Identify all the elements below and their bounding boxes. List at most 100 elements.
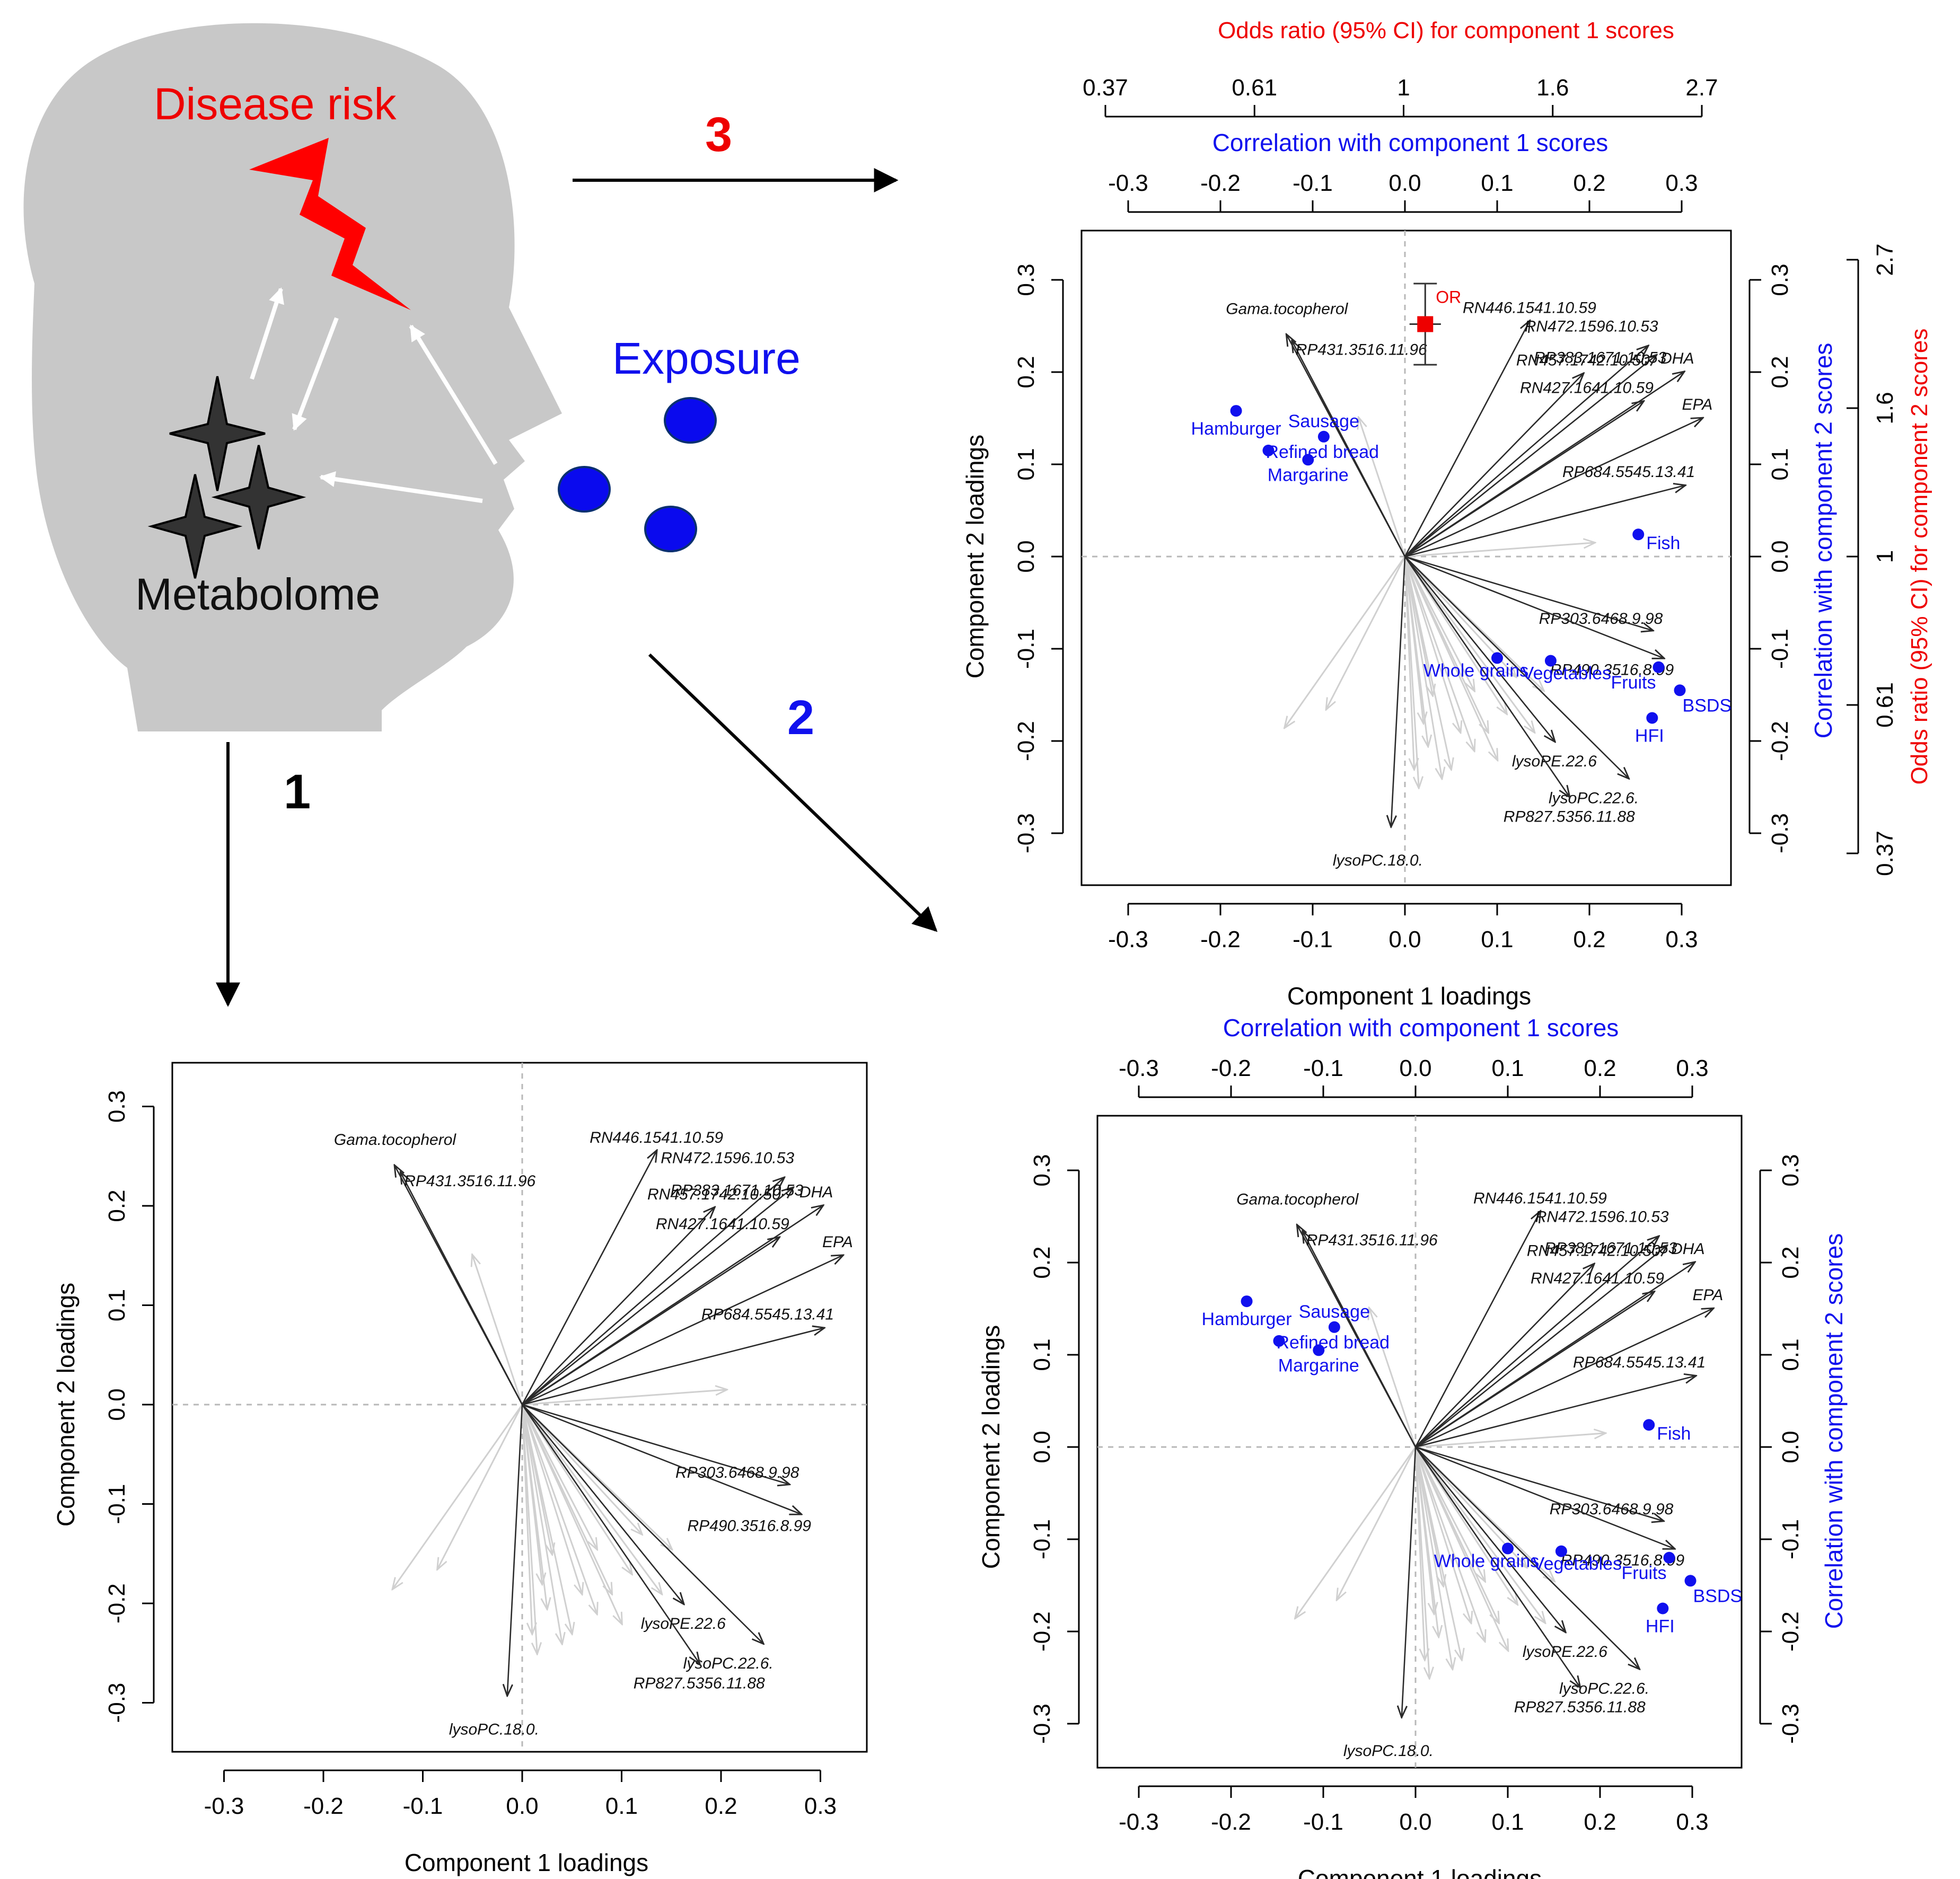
exposure-point xyxy=(1544,655,1557,667)
right-tick-label: 0.0 xyxy=(1778,1431,1804,1463)
background-loading-arrow xyxy=(1414,1446,1485,1581)
exposure-point xyxy=(1646,712,1658,724)
metabolite-label: lysoPC.22.6. xyxy=(1559,1680,1649,1698)
exposure-point xyxy=(1684,1575,1697,1587)
x-axis: -0.3 -0.2 -0.1 0.0 0.1 0.2 0.3 Component 1 load… xyxy=(204,1769,837,1876)
top-correlation-axis: -0.3 -0.2 -0.1 0.0 0.1 0.2 0.3 Correlation with… xyxy=(1119,1014,1709,1098)
x-tick-label: -0.3 xyxy=(204,1793,244,1819)
metabolite-loading-arrow xyxy=(1404,556,1569,796)
background-loading-arrows xyxy=(1285,418,1594,787)
right-tick-label: -0.2 xyxy=(1767,721,1793,761)
metabolite-label: lysoPC.22.6. xyxy=(683,1655,774,1672)
exposure-label: Fruits xyxy=(1622,1563,1667,1583)
metabolite-label: RP383.1671.10.53 xyxy=(1544,1240,1677,1257)
top-tick-label: -0.1 xyxy=(1293,170,1333,196)
metabolite-loading-arrows: Gama.tocopherol RP431.3516.11.96 RN446.154… xyxy=(1226,299,1712,869)
background-loading-arrow xyxy=(521,1404,597,1613)
metabolite-label: RP303.6468.9.98 xyxy=(1539,610,1663,628)
top-axis-title: Correlation with component 1 scores xyxy=(1223,1014,1619,1042)
metabolite-label: DHA xyxy=(1660,350,1694,367)
x-tick-label: 0.3 xyxy=(804,1793,837,1819)
exposure-point xyxy=(1302,454,1314,466)
exposure-label: HFI xyxy=(1635,726,1664,746)
right-tick-label: 0.1 xyxy=(1767,448,1793,480)
y-axis-title: Component 2 loadings xyxy=(52,1283,80,1527)
metabolite-label: RP303.6468.9.98 xyxy=(1550,1501,1674,1518)
background-loading-arrow xyxy=(521,1404,537,1653)
top-tick-label: 0.3 xyxy=(1665,170,1698,196)
exposure-label: Whole grains xyxy=(1434,1551,1539,1571)
top-tick-label: -0.3 xyxy=(1119,1055,1159,1081)
exposure-label: Hamburger xyxy=(1191,419,1281,439)
background-loading-arrow xyxy=(522,1390,726,1406)
exposure-point xyxy=(1317,430,1330,443)
background-loading-arrow xyxy=(393,1404,523,1589)
top-tick-label: 0.1 xyxy=(1491,1055,1524,1081)
exposure-point xyxy=(1653,661,1665,673)
y-tick-label: -0.1 xyxy=(104,1484,130,1524)
x-tick-label: 0.1 xyxy=(605,1793,638,1819)
background-loading-arrow xyxy=(1404,556,1442,778)
y-tick-label: 0.2 xyxy=(1029,1246,1055,1278)
y-axis: -0.3 -0.2 -0.1 0.0 0.1 0.2 0.3 Component 2 load… xyxy=(977,1154,1080,1744)
plot-frame xyxy=(171,1062,868,1753)
x-tick-label: 0.0 xyxy=(1388,927,1421,952)
x-tick-label: 0.2 xyxy=(705,1793,737,1819)
top-axis-title: Correlation with component 1 scores xyxy=(1212,129,1609,156)
y-tick-label: -0.3 xyxy=(104,1683,130,1723)
background-loading-arrow xyxy=(1369,1309,1417,1448)
right-tick-label: -0.1 xyxy=(1778,1519,1804,1559)
metabolite-label: EPA xyxy=(822,1233,853,1251)
background-loading-arrow xyxy=(1404,556,1419,787)
metabolite-loading-arrow xyxy=(1414,1446,1565,1631)
star-icon xyxy=(211,445,306,550)
metabolite-label: RN427.1641.10.59 xyxy=(1520,380,1654,397)
metabolite-loading-arrow xyxy=(507,1404,523,1695)
exposure-label: BSDS xyxy=(1693,1586,1743,1606)
top-tick-label: -0.3 xyxy=(1108,170,1148,196)
metabolite-loading-arrow xyxy=(1415,1376,1695,1448)
metabolite-label: RP827.5356.11.88 xyxy=(634,1675,765,1692)
step-arrows: 1 2 3 xyxy=(216,108,938,1007)
metabolite-loading-arrow xyxy=(1404,486,1684,558)
background-loading-arrow xyxy=(521,1404,552,1554)
or-right-tick-label: 0.37 xyxy=(1872,831,1898,876)
background-loading-arrow xyxy=(1404,556,1474,690)
metabolite-loading-arrow xyxy=(1415,1246,1666,1448)
metabolite-loading-arrow xyxy=(1404,555,1663,658)
x-tick-label: -0.3 xyxy=(1108,927,1148,952)
background-loading-arrow xyxy=(1404,556,1474,750)
metabolite-label: RP431.3516.11.96 xyxy=(1296,341,1427,359)
biplot-with_odds_ratio: -0.3 -0.2 -0.1 0.0 0.1 0.2 0.3 Component 1 load… xyxy=(961,17,1932,1010)
background-loading-arrow xyxy=(1414,1446,1453,1669)
metabolite-label: RP431.3516.11.96 xyxy=(404,1172,535,1190)
biplot-with_exposure: -0.3 -0.2 -0.1 0.0 0.1 0.2 0.3 Component 1 load… xyxy=(977,1014,1848,1879)
right-correlation-axis: -0.3 -0.2 -0.1 0.0 0.1 0.2 0.3 Correlation with… xyxy=(1748,263,1837,853)
top-tick-label: 0.0 xyxy=(1388,170,1421,196)
background-loading-arrow xyxy=(1337,1446,1417,1599)
background-loading-arrow xyxy=(521,1404,542,1584)
background-loading-arrow xyxy=(1296,1446,1417,1618)
right-correlation-axis: -0.3 -0.2 -0.1 0.0 0.1 0.2 0.3 Correlation with… xyxy=(1759,1154,1848,1744)
y-tick-label: 0.1 xyxy=(104,1289,130,1321)
metabolite-loading-arrow xyxy=(1415,1446,1663,1521)
x-tick-label: -0.1 xyxy=(403,1793,443,1819)
or-label: OR xyxy=(1436,288,1461,307)
y-tick-label: -0.3 xyxy=(1029,1704,1055,1744)
pathway-arrow xyxy=(292,317,339,431)
step-arrow-2 xyxy=(648,653,938,932)
background-loading-arrow xyxy=(521,1404,562,1643)
metabolite-loading-arrow xyxy=(521,1404,683,1603)
biplot-main: -0.3 -0.2 -0.1 0.0 0.1 0.2 0.3 Component 1 load… xyxy=(52,1062,868,1876)
y-tick-label: -0.2 xyxy=(104,1583,130,1624)
x-tick-label: 0.2 xyxy=(1584,1809,1616,1835)
exposure-point xyxy=(1643,1419,1655,1431)
x-tick-label: -0.1 xyxy=(1303,1809,1343,1835)
metabolite-label: RP490.3516.8.99 xyxy=(687,1517,811,1534)
background-loading-arrow xyxy=(1415,1433,1605,1448)
right-tick-label: -0.3 xyxy=(1778,1704,1804,1744)
metabolite-label: DHA xyxy=(799,1184,833,1201)
metabolite-label: RN427.1641.10.59 xyxy=(656,1215,789,1233)
pathway-arrow xyxy=(250,287,284,380)
